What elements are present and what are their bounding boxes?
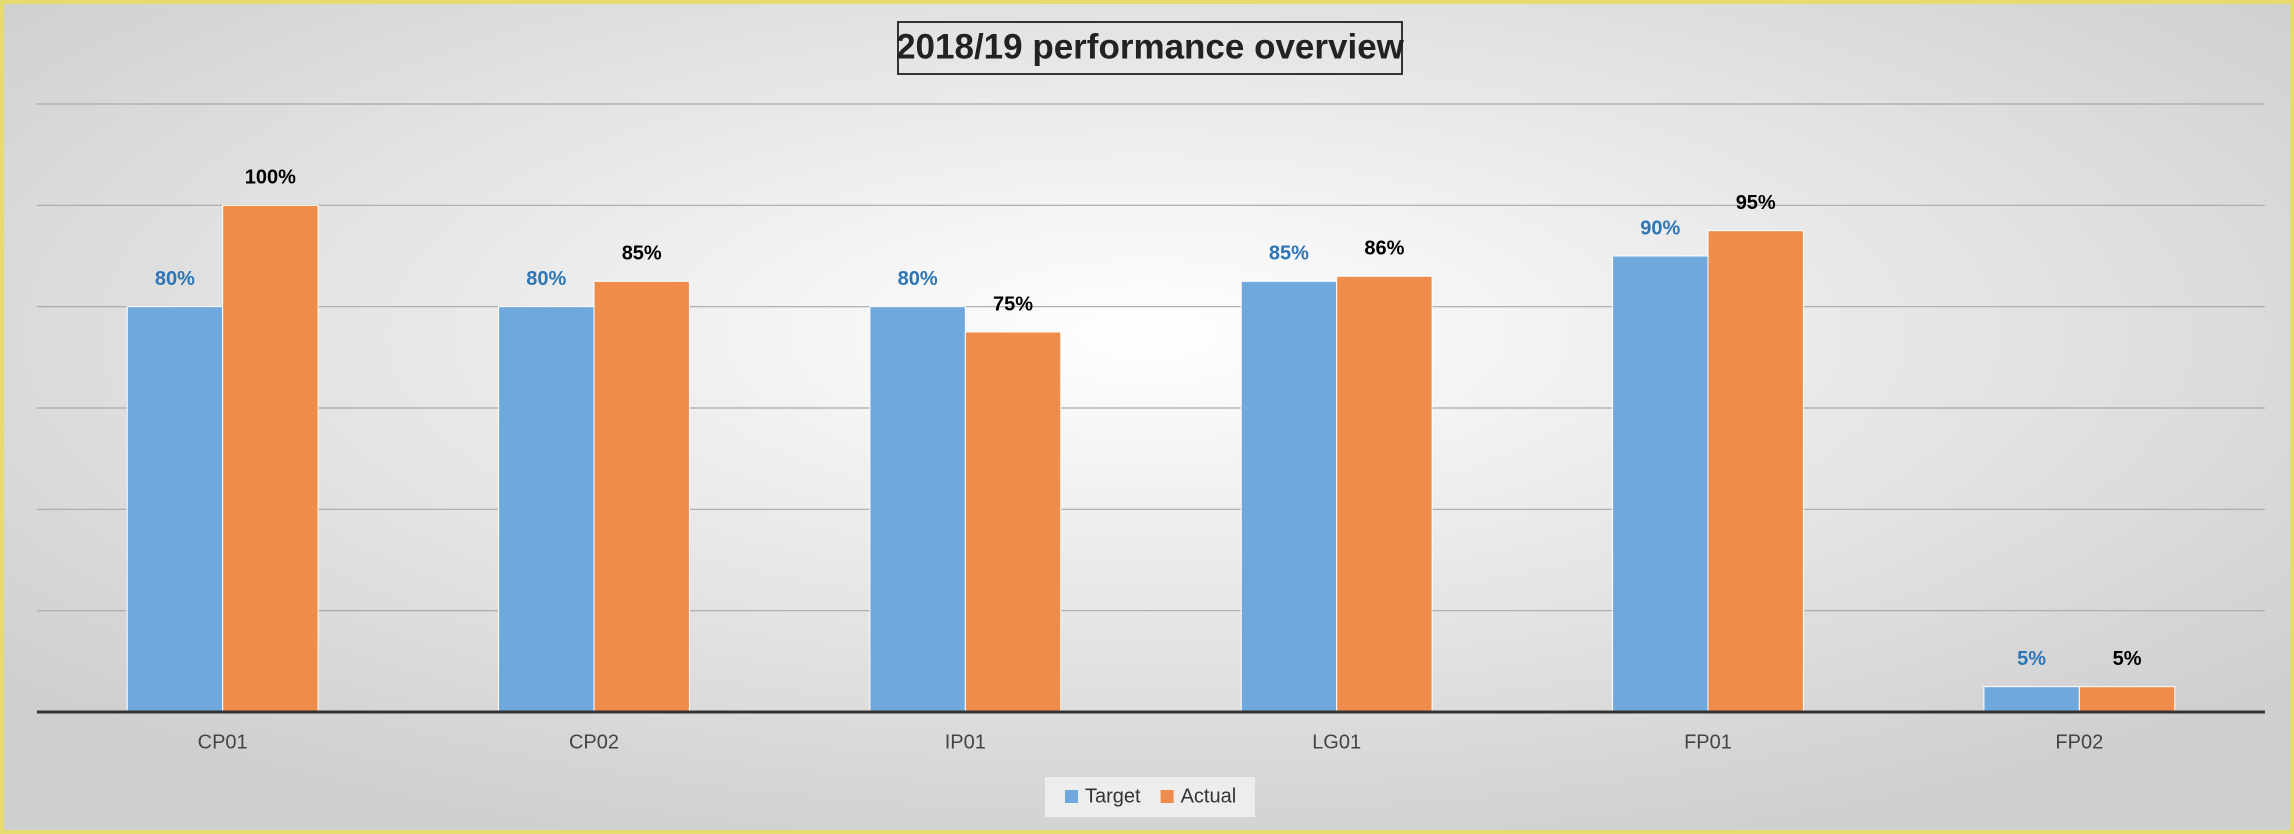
legend-swatch xyxy=(1065,790,1078,803)
bar xyxy=(1612,255,1709,713)
bar xyxy=(1707,230,1804,713)
legend-label: Target xyxy=(1085,785,1141,807)
data-label: 95% xyxy=(1736,192,1776,214)
bar xyxy=(1983,686,2080,713)
chart-title: 2018/19 performance overview xyxy=(896,27,1405,66)
bar xyxy=(2078,686,2176,713)
x-tick-label: CP02 xyxy=(569,731,619,753)
title-box xyxy=(897,21,1403,75)
data-label: 5% xyxy=(2017,648,2046,670)
x-tick-label: IP01 xyxy=(945,731,986,753)
x-tick-label: FP01 xyxy=(1684,731,1732,753)
data-label: 75% xyxy=(993,293,1033,315)
data-label: 90% xyxy=(1640,217,1680,239)
data-label: 5% xyxy=(2113,648,2142,670)
data-label: 80% xyxy=(526,268,566,290)
x-tick-label: CP01 xyxy=(198,731,248,753)
bar xyxy=(1240,280,1338,713)
bar xyxy=(593,280,690,713)
data-label: 86% xyxy=(1364,238,1404,260)
bar xyxy=(869,306,966,713)
bar xyxy=(222,204,319,713)
bar xyxy=(126,306,224,713)
bar xyxy=(1336,275,1433,713)
data-label: 85% xyxy=(1269,243,1309,265)
x-tick-label: FP02 xyxy=(2055,731,2103,753)
x-tick-label: LG01 xyxy=(1312,731,1361,753)
data-label: 80% xyxy=(898,268,938,290)
legend-label: Actual xyxy=(1181,785,1237,807)
bar xyxy=(498,306,595,713)
bar xyxy=(964,331,1062,713)
data-label: 80% xyxy=(155,268,195,290)
legend-swatch xyxy=(1160,790,1174,803)
data-label: 85% xyxy=(622,243,662,265)
legend-box xyxy=(1045,777,1255,817)
data-label: 100% xyxy=(245,167,296,189)
